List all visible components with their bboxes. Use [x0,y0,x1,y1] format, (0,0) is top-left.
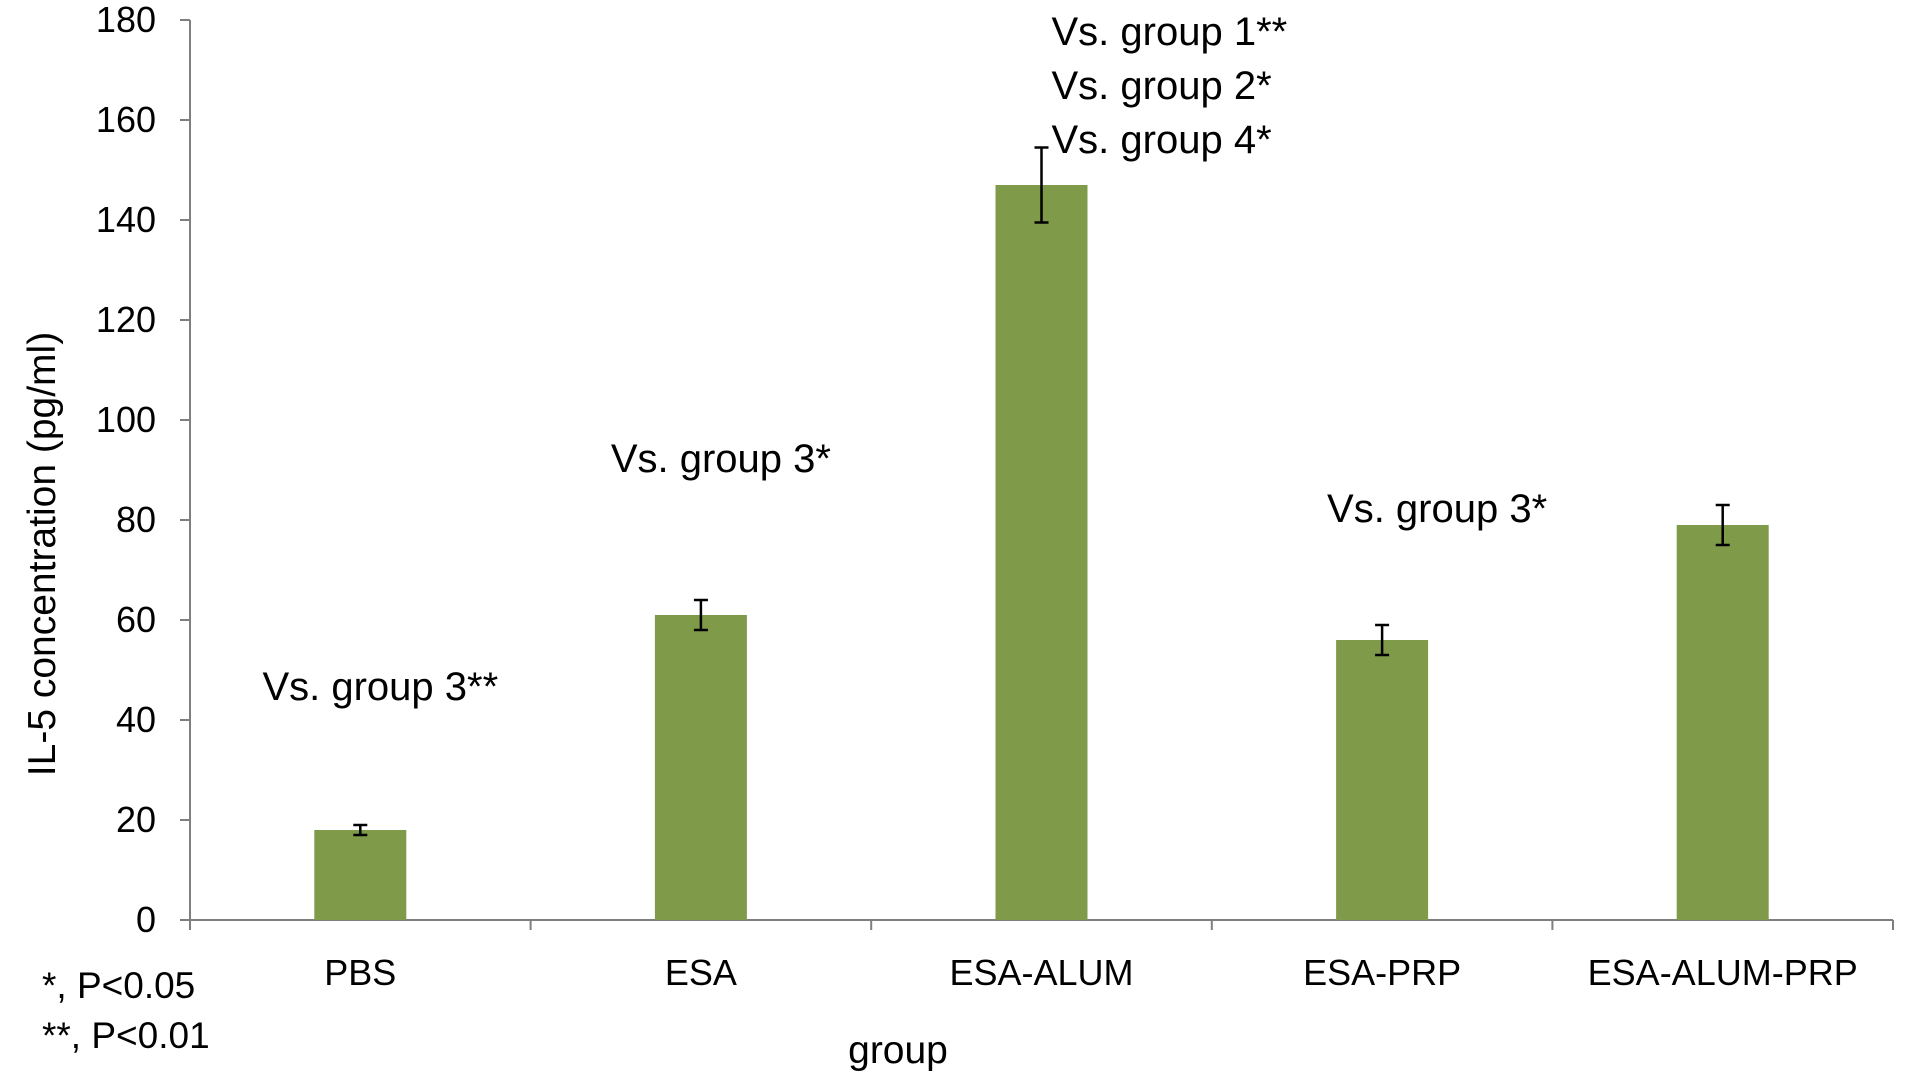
x-category-label: ESA-ALUM-PRP [1588,952,1858,993]
x-category-label: PBS [324,952,396,993]
significance-label: Vs. group 3* [1327,487,1547,531]
y-tick-label: 20 [116,799,156,840]
bar [1336,640,1429,920]
y-tick-label: 80 [116,499,156,540]
significance-annotations: Vs. group 3** Vs. group 3* Vs. group 1** Vs… [262,10,1547,709]
footnote-p001: **, P<0.01 [42,1015,210,1056]
x-axis-title: group [848,1029,948,1072]
significance-label: Vs. group 4* [1052,118,1272,162]
footnote-p005: *, P<0.05 [42,965,195,1006]
bar [314,830,407,920]
significance-label: Vs. group 1** [1052,10,1288,54]
bar [995,185,1088,920]
x-axis: PBS ESA ESA-ALUM ESA-PRP ESA-ALUM-PRP [189,919,1894,993]
x-category-label: ESA-ALUM [949,952,1133,993]
bar-series [314,185,1769,920]
x-category-label: ESA-PRP [1303,952,1461,993]
significance-label: Vs. group 3* [611,437,831,481]
error-bar [1375,623,1390,657]
error-bar [693,598,708,632]
error-bars [353,146,1730,837]
y-tick-label: 100 [96,399,156,440]
bar [1676,525,1769,920]
x-category-label: ESA [665,952,737,993]
y-tick-label: 140 [96,199,156,240]
significance-label: Vs. group 2* [1052,64,1272,108]
y-axis-title: IL-5 concentration (pg/ml) [21,332,64,776]
y-tick-label: 60 [116,599,156,640]
significance-label: Vs. group 3** [262,665,498,709]
y-tick-label: 0 [136,899,156,940]
y-tick-label: 160 [96,99,156,140]
error-bar [353,823,368,837]
y-tick-label: 180 [96,0,156,40]
y-axis: 0 20 40 60 80 100 120 140 160 180 [96,0,191,940]
error-bar [1034,146,1049,224]
y-tick-label: 40 [116,699,156,740]
error-bar [1715,503,1730,547]
bar [654,615,747,920]
y-tick-label: 120 [96,299,156,340]
